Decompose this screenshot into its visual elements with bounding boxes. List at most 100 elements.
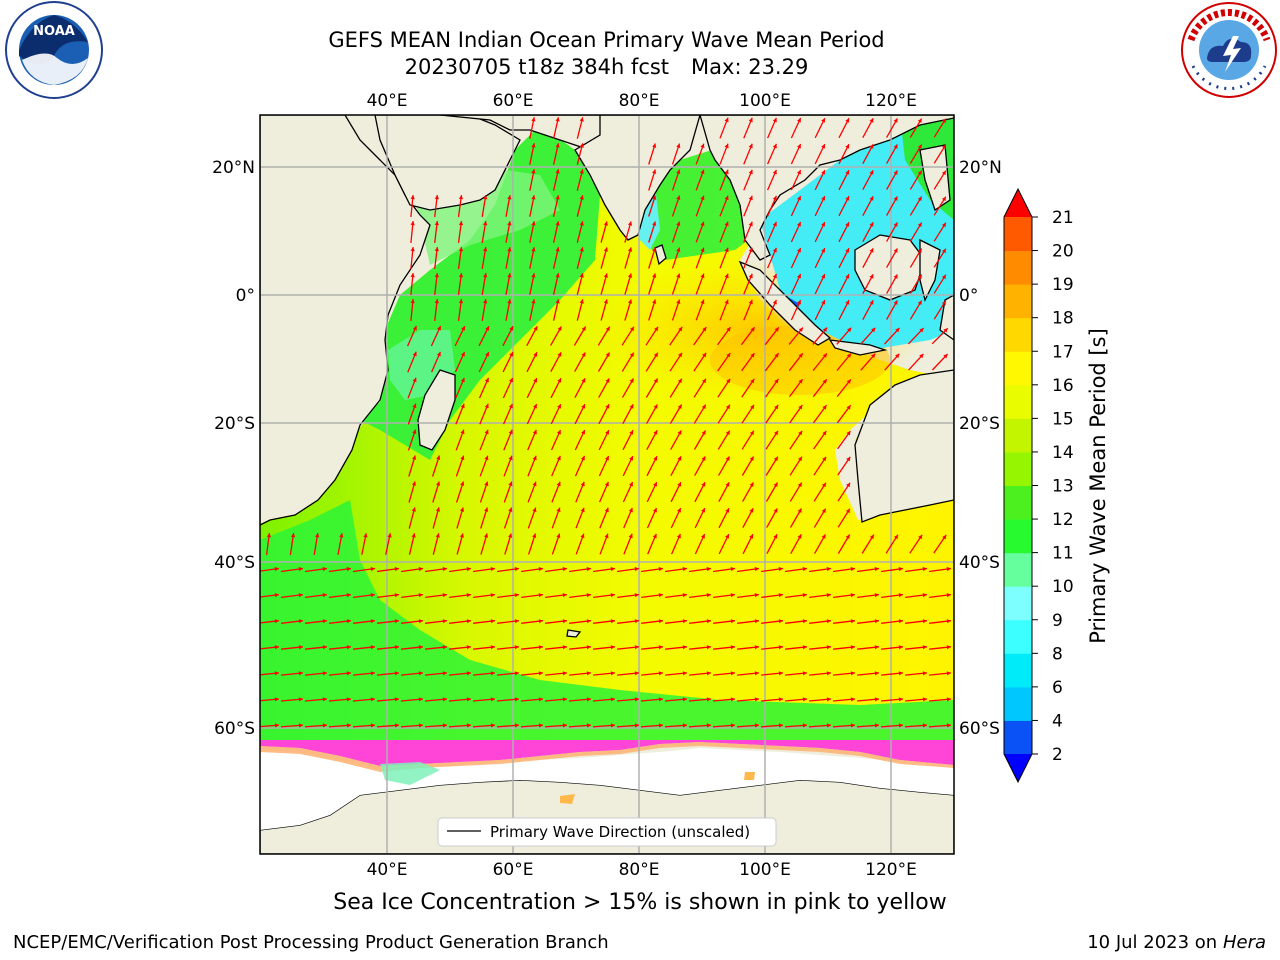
wave-arrow-head — [538, 671, 543, 676]
wave-arrow-head — [434, 195, 439, 200]
wave-arrow-head — [610, 593, 615, 598]
wave-arrow-head — [677, 430, 682, 435]
colorbar-segment — [1004, 284, 1032, 319]
wave-arrow-head — [898, 671, 903, 676]
wave-arrow-head — [579, 195, 584, 200]
wave-arrow-head — [730, 566, 735, 572]
wave-arrow-head — [418, 593, 423, 598]
wave-arrow-head — [580, 533, 585, 539]
wave-arrow-head — [730, 723, 735, 728]
wave-arrow-head — [346, 593, 351, 598]
wave-arrow-head — [634, 645, 639, 650]
wave-arrow-head — [748, 143, 753, 149]
wave-arrow-head — [874, 671, 879, 676]
wave-arrow-head — [507, 247, 512, 252]
wave-arrow-head — [701, 482, 706, 487]
wave-arrow-head — [586, 723, 591, 728]
wave-arrow-head — [774, 430, 778, 436]
wave-arrow-head — [629, 456, 633, 461]
wave-arrow-head — [874, 566, 879, 572]
wave-arrow-head — [869, 170, 874, 175]
wave-arrow-head — [458, 221, 464, 226]
wave-arrow-head — [410, 273, 415, 278]
noaa-logo: NOAA — [2, 0, 106, 106]
land-arabia — [374, 115, 521, 211]
wave-arrow-head — [658, 723, 663, 728]
wave-arrow-head — [797, 508, 802, 513]
wave-arrow-head — [274, 619, 279, 624]
wave-arrow-head — [435, 507, 440, 512]
wave-arrow-head — [562, 566, 567, 572]
wave-arrow-head — [581, 378, 586, 383]
wave-arrow-head — [442, 723, 447, 728]
wave-arrow-head — [845, 300, 850, 305]
wave-arrow-head — [586, 619, 591, 624]
wave-arrow-head — [322, 671, 327, 676]
wave-arrow-head — [653, 404, 658, 409]
wave-arrow-head — [802, 645, 807, 650]
wave-arrow-head — [946, 619, 951, 624]
wave-arrow-head — [274, 593, 279, 598]
wave-arrow-head — [627, 221, 633, 226]
wave-arrow-head — [682, 645, 687, 650]
wave-arrow-head — [442, 697, 447, 702]
wave-arrow-head — [850, 619, 855, 624]
wave-arrow-head — [533, 352, 538, 357]
wave-arrow-head — [658, 619, 663, 624]
wave-arrow-head — [821, 508, 826, 514]
wave-arrow-head — [509, 326, 514, 331]
colorbar-under-extension — [1004, 754, 1032, 782]
wave-arrow-head — [749, 456, 754, 461]
wave-arrow-head — [466, 566, 471, 572]
colorbar-segment — [1004, 485, 1032, 520]
wave-arrow-head — [460, 352, 465, 357]
wave-arrow-head — [484, 455, 489, 461]
lat-label-left: 20°S — [214, 414, 255, 434]
wave-arrow-head — [581, 430, 585, 435]
wave-arrow-head — [346, 671, 351, 676]
nws-logo — [1177, 0, 1280, 106]
wave-arrow-head — [706, 697, 711, 702]
wave-arrow-head — [490, 697, 495, 702]
wave-arrow-head — [702, 352, 707, 358]
colorbar-segment — [1004, 317, 1032, 352]
wave-arrow-head — [922, 593, 927, 598]
footer-date: 10 Jul 2023 on Hera — [1087, 932, 1266, 953]
wave-arrow-head — [562, 619, 567, 624]
colorbar-label: Primary Wave Mean Period [s] — [1086, 328, 1110, 644]
wave-arrow-head — [846, 379, 851, 384]
wave-arrow-head — [822, 405, 827, 410]
wave-arrow-head — [605, 456, 609, 461]
wave-arrow-head — [603, 247, 608, 252]
wave-arrow-head — [490, 619, 495, 624]
wave-arrow-head — [557, 378, 562, 383]
colorbar-segment — [1004, 519, 1032, 554]
wave-arrow-head — [797, 118, 801, 123]
wave-arrow-head — [821, 196, 825, 201]
wave-arrow-head — [507, 273, 512, 278]
wave-arrow-head — [394, 645, 399, 650]
wave-arrow-head — [822, 431, 827, 436]
wave-arrow-head — [749, 508, 754, 513]
wave-arrow-head — [460, 455, 465, 460]
lon-labels-top: 40°E 60°E 80°E 100°E 120°E — [367, 91, 917, 111]
wave-arrow-head — [370, 723, 375, 728]
wave-arrow-head — [893, 118, 898, 123]
wave-arrow-head — [274, 645, 279, 650]
footer-credit: NCEP/EMC/Verification Post Processing Pr… — [13, 932, 609, 953]
wave-arrow-head — [797, 222, 801, 227]
wave-arrow-head — [562, 671, 567, 676]
wave-arrow-head — [898, 593, 903, 598]
wave-arrow-head — [629, 430, 634, 435]
wave-arrow-head — [509, 352, 514, 357]
wave-arrow-head — [754, 671, 759, 676]
wave-arrow-head — [604, 507, 609, 513]
wave-arrow-head — [677, 482, 682, 487]
wave-arrow-head — [754, 619, 759, 624]
wave-arrow-head — [458, 273, 464, 278]
wave-arrow-head — [322, 645, 327, 650]
wave-arrow-head — [754, 645, 759, 650]
wave-arrow-head — [822, 379, 827, 384]
wave-arrow-head — [772, 247, 777, 253]
